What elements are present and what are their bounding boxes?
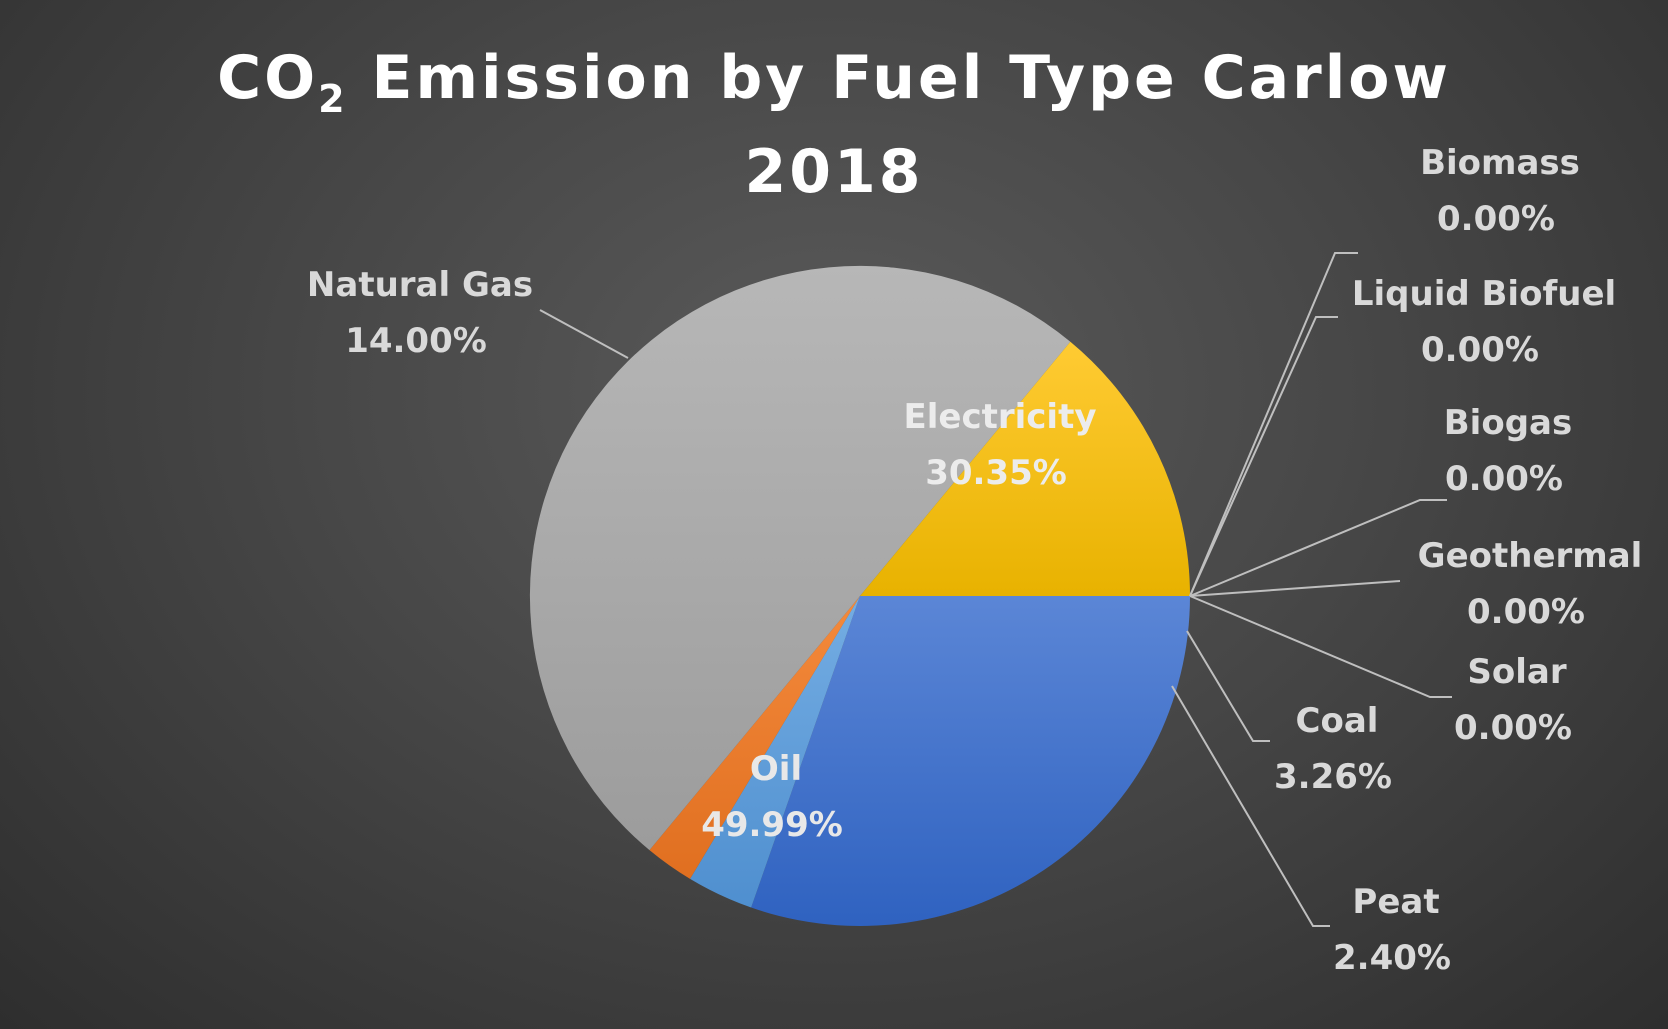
leader-line-biomass [1189,252,1358,597]
label-name-biogas: Biogas [1444,403,1572,443]
leader-line-coal [1186,630,1270,742]
pie-slices [529,265,1190,926]
label-name-oil: Oil [750,749,802,789]
leader-line-natural-gas [539,309,629,359]
label-name-solar: Solar [1467,652,1566,692]
leader-line-liquid-biofuel [1189,316,1338,597]
slice-natural-gas [860,341,1190,596]
label-value-biomass: 0.00% [1437,199,1555,239]
label-value-coal: 3.26% [1274,757,1392,797]
leader-line-solar [1189,595,1452,698]
slice-electricity [751,596,1190,926]
data-labels: Electricity 30.35% Biomass 0.00% Liquid Biof… [307,143,1642,978]
label-name-biomass: Biomass [1420,143,1580,183]
label-value-oil: 49.99% [701,805,843,845]
chart-title-line2: 2018 [745,137,924,207]
label-value-solar: 0.00% [1454,708,1572,748]
label-name-geothermal: Geothermal [1418,536,1643,576]
chart-title-line1: CO2 Emission by Fuel Type Carlow [217,43,1451,121]
label-value-biogas: 0.00% [1445,459,1563,499]
slice-coal [690,596,860,908]
label-name-peat: Peat [1352,882,1439,922]
label-value-natural-gas: 14.00% [345,321,487,361]
label-name-liquid-biofuel: Liquid Biofuel [1352,274,1616,314]
leader-lines [539,252,1452,927]
label-value-electricity: 30.35% [925,453,1067,493]
label-name-coal: Coal [1296,701,1379,741]
leader-line-geothermal [1189,580,1401,597]
label-name-electricity: Electricity [904,397,1097,437]
label-value-geothermal: 0.00% [1467,592,1585,632]
slice-oil [529,265,1071,851]
leader-line-biogas [1189,499,1447,597]
label-value-peat: 2.40% [1333,938,1451,978]
leader-line-peat [1171,685,1330,927]
label-name-natural-gas: Natural Gas [307,265,533,305]
label-value-liquid-biofuel: 0.00% [1421,330,1539,370]
slice-peat [649,596,860,879]
